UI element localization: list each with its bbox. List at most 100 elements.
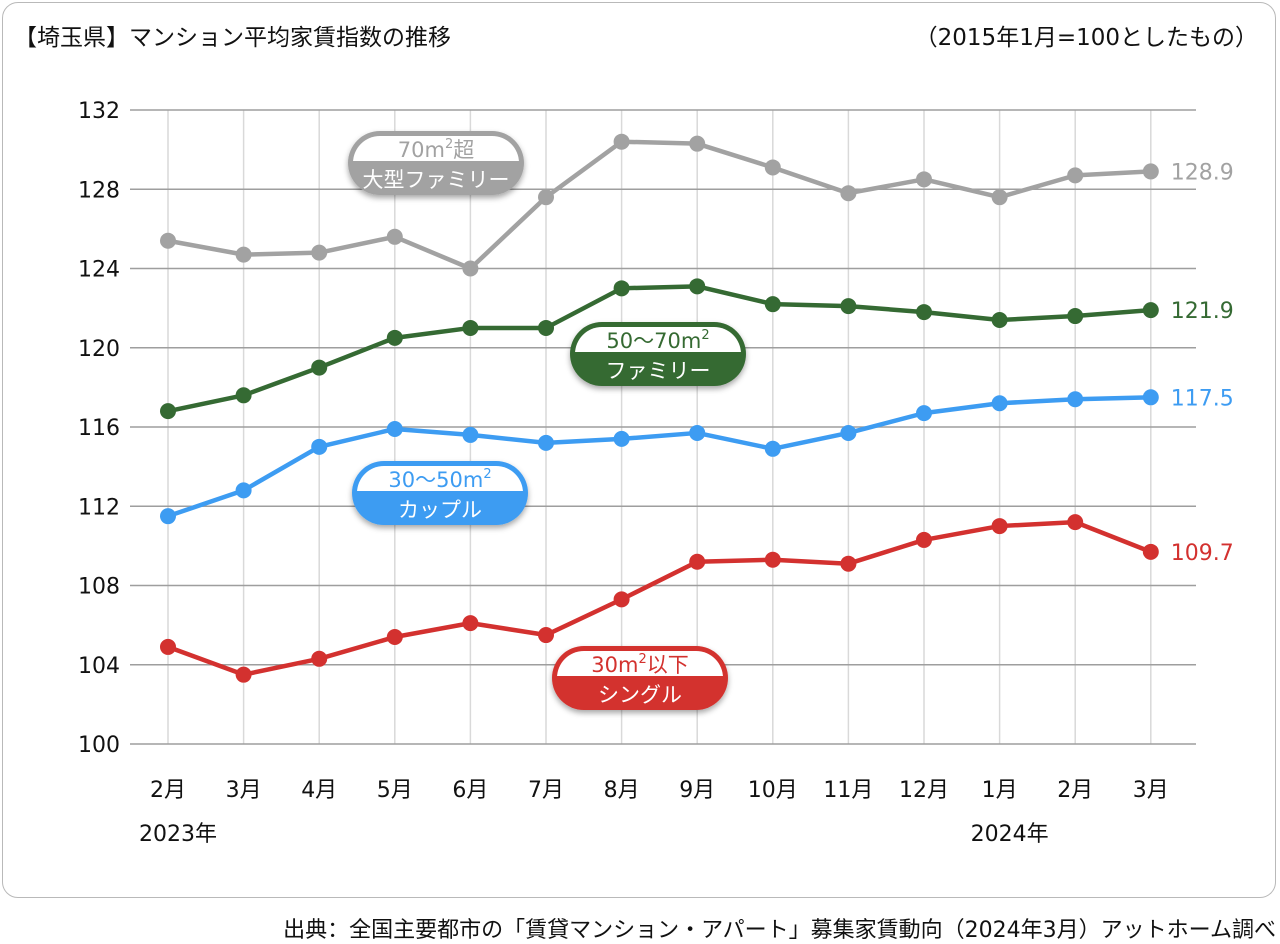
data-point: [235, 666, 252, 683]
badge-bottom-text: 大型ファミリー: [363, 168, 510, 192]
y-tick-label: 104: [78, 654, 120, 679]
data-point: [840, 424, 857, 441]
data-point: [764, 159, 781, 176]
y-tick-label: 116: [78, 416, 120, 441]
data-point: [991, 189, 1008, 206]
data-point: [840, 185, 857, 202]
data-point: [916, 405, 932, 422]
data-point: [689, 278, 706, 295]
data-point: [462, 260, 479, 277]
data-point: [462, 615, 479, 632]
data-point: [1067, 308, 1084, 325]
data-point: [916, 531, 932, 548]
data-point: [538, 434, 554, 451]
series-path: [167, 519, 1152, 677]
data-point: [160, 508, 176, 525]
x-tick-label: 6月: [452, 778, 488, 803]
data-point: [386, 629, 403, 646]
data-point: [235, 246, 252, 263]
data-point: [386, 420, 403, 437]
data-point: [311, 244, 328, 261]
series-badge: 30〜50m2 カップル: [352, 461, 528, 525]
x-tick-label: 10月: [748, 778, 798, 803]
data-point: [916, 304, 932, 321]
data-point: [1067, 167, 1084, 184]
series-line: 109.7: [160, 514, 1234, 683]
chart-note: （2015年1月=100としたもの）: [914, 25, 1258, 51]
data-point: [235, 482, 252, 499]
series-path: [167, 395, 1151, 519]
chart-title: 【埼玉県】マンション平均家賃指数の推移: [14, 25, 451, 51]
series-line: 128.9: [160, 133, 1234, 277]
y-tick-label: 120: [78, 337, 120, 362]
data-point: [311, 650, 328, 667]
data-point: [916, 171, 932, 188]
badge-top-band: [557, 651, 723, 676]
data-point: [311, 359, 328, 376]
data-point: [613, 280, 630, 297]
badge-top-band: [575, 327, 741, 352]
data-point: [462, 426, 479, 443]
data-point: [386, 228, 403, 245]
x-tick-label: 9月: [679, 778, 715, 803]
badge-top-text: 50〜70m2: [606, 328, 709, 353]
x-tick-label: 4月: [301, 778, 337, 803]
badge-bottom-text: シングル: [598, 683, 682, 707]
series-line: 117.5: [160, 386, 1234, 525]
series-badge: 50〜70m2 ファミリー: [570, 322, 746, 386]
data-point: [160, 638, 176, 655]
end-value-label: 128.9: [1171, 160, 1234, 185]
year-label: 2024年: [971, 822, 1049, 847]
x-tick-label: 2月: [150, 778, 186, 803]
y-tick-label: 132: [78, 99, 120, 124]
data-point: [160, 403, 176, 420]
data-point: [764, 296, 781, 313]
data-point: [764, 440, 781, 457]
axes: 100 104 108 112 116 120 124 128 132 2月 3月 4月 5月 6月 7月 8…: [78, 99, 1169, 847]
y-tick-label: 112: [78, 495, 120, 520]
y-tick-label: 100: [78, 733, 120, 758]
data-point: [160, 232, 176, 249]
series-layer: 128.9 121.9 117.5 109.7: [160, 133, 1234, 683]
series-line: 121.9: [160, 278, 1234, 420]
x-tick-label: 11月: [823, 778, 873, 803]
chart-frame: [2, 2, 1276, 898]
x-tick-label: 2月: [1057, 778, 1093, 803]
end-value-label: 117.5: [1171, 386, 1234, 411]
data-point: [613, 591, 630, 608]
data-point: [991, 395, 1008, 412]
x-tick-label: 12月: [899, 778, 949, 803]
badge-top-band: [353, 136, 519, 161]
y-tick-label: 108: [78, 575, 120, 600]
data-point: [1067, 391, 1084, 408]
data-point: [613, 430, 630, 447]
source-note: 出典：全国主要都市の「賃貸マンション・アパート」募集家賃動向（2024年3月）ア…: [283, 918, 1276, 943]
data-point: [1067, 514, 1084, 531]
x-tick-label: 7月: [528, 778, 564, 803]
x-tick-label: 3月: [226, 778, 262, 803]
x-tick-label: 5月: [377, 778, 413, 803]
series-path: [167, 284, 1151, 414]
y-tick-label: 128: [78, 178, 120, 203]
badge-top-text: 70m2超: [398, 137, 474, 162]
x-tick-label: 1月: [982, 778, 1018, 803]
data-point: [991, 312, 1008, 329]
data-point: [462, 319, 479, 336]
badge-bottom-text: カップル: [398, 498, 482, 522]
data-point: [538, 189, 554, 206]
data-point: [689, 553, 706, 570]
data-point: [840, 298, 857, 315]
data-point: [991, 518, 1008, 535]
data-point: [1142, 389, 1159, 406]
data-point: [840, 555, 857, 572]
year-label: 2023年: [139, 822, 217, 847]
series-path: [167, 139, 1151, 271]
data-point: [613, 133, 630, 150]
x-tick-label: 3月: [1133, 778, 1169, 803]
badge-top-band: [357, 466, 523, 491]
badge-bottom-text: ファミリー: [606, 359, 711, 383]
